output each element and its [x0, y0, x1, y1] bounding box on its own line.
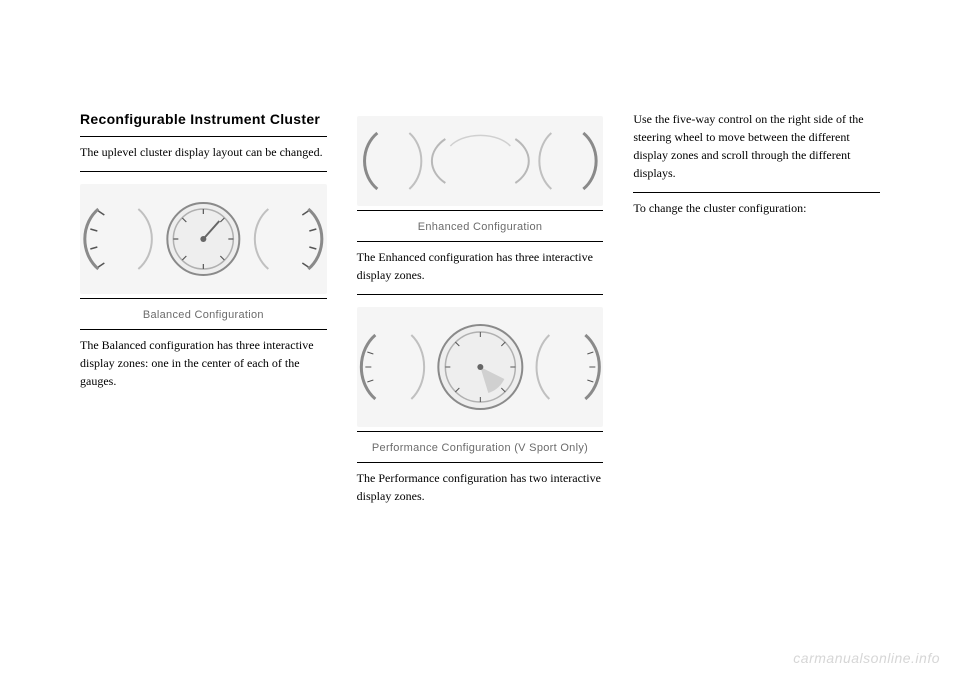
column-right: Use the five-way control on the right si… — [633, 110, 880, 513]
column-center: Enhanced Configuration The Enhanced conf… — [357, 110, 604, 513]
enhanced-gauge-svg — [357, 116, 604, 206]
column-left: Reconfigurable Instrument Cluster The up… — [80, 110, 327, 513]
five-way-text: Use the five-way control on the right si… — [633, 110, 880, 182]
divider — [80, 298, 327, 299]
heading-reconfigurable: Reconfigurable Instrument Cluster — [80, 110, 327, 128]
divider — [633, 192, 880, 193]
divider — [357, 462, 604, 463]
figure-performance — [357, 307, 604, 427]
balanced-desc: The Balanced configuration has three int… — [80, 336, 327, 390]
divider — [80, 329, 327, 330]
intro-text: The uplevel cluster display layout can b… — [80, 143, 327, 161]
caption-performance: Performance Configuration (V Sport Only) — [357, 442, 604, 454]
divider — [80, 171, 327, 172]
divider — [80, 136, 327, 137]
figure-balanced — [80, 184, 327, 294]
page: Reconfigurable Instrument Cluster The up… — [0, 0, 960, 553]
divider — [357, 210, 604, 211]
watermark: carmanualsonline.info — [793, 650, 940, 666]
caption-balanced: Balanced Configuration — [80, 309, 327, 321]
balanced-gauge-svg — [80, 184, 327, 294]
figure-enhanced — [357, 116, 604, 206]
divider — [357, 241, 604, 242]
divider — [357, 431, 604, 432]
change-config-text: To change the cluster configuration: — [633, 199, 880, 217]
enhanced-desc: The Enhanced configuration has three int… — [357, 248, 604, 284]
performance-gauge-svg — [357, 307, 604, 427]
performance-desc: The Performance configuration has two in… — [357, 469, 604, 505]
caption-enhanced: Enhanced Configuration — [357, 221, 604, 233]
divider — [357, 294, 604, 295]
